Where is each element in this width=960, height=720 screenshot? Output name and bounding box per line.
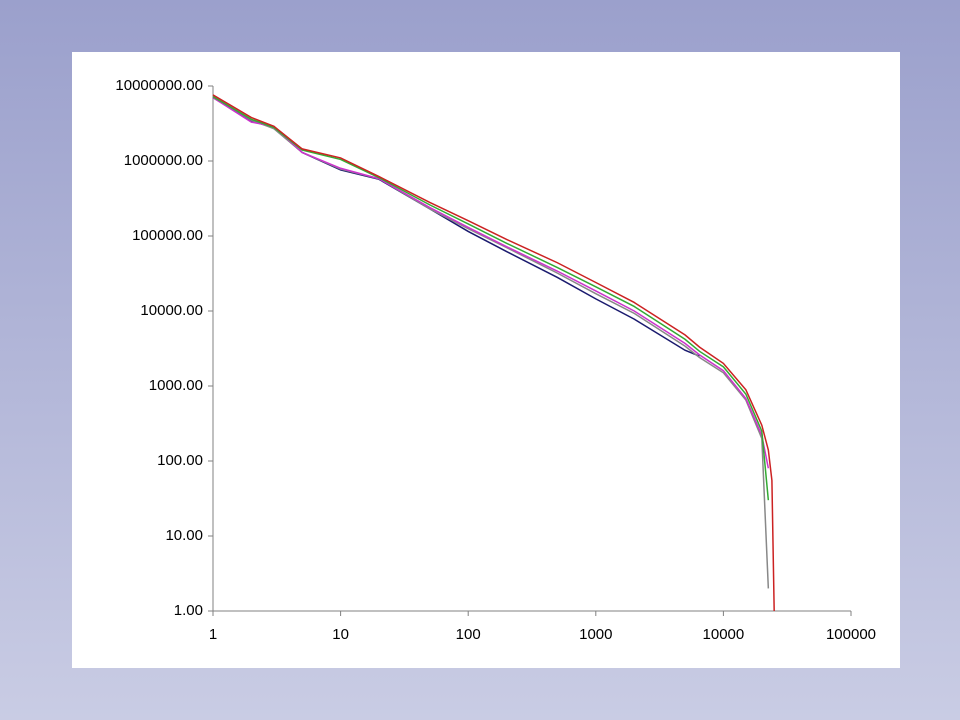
y-tick-label: 100000.00 — [132, 227, 203, 244]
x-tick-label: 1000 — [579, 626, 612, 643]
plot-area: 1.00 10.00 100.00 1000.00 10000.00 100000.00 1… — [115, 77, 876, 643]
y-tick-label: 100.00 — [157, 452, 203, 469]
x-tick-label: 1 — [209, 626, 217, 643]
y-tick-label: 10000000.00 — [115, 77, 203, 94]
x-tick-label: 100 — [456, 626, 481, 643]
series-line — [212, 96, 770, 501]
y-tick-label: 1000.00 — [149, 377, 203, 394]
x-tick-label: 10 — [332, 626, 349, 643]
x-tick-label: 100000 — [826, 626, 876, 643]
y-tick-label: 1.00 — [174, 602, 203, 619]
series-line — [212, 96, 770, 469]
y-tick-label: 1000000.00 — [124, 152, 203, 169]
y-tick-label: 10.00 — [165, 527, 203, 544]
series-line — [212, 94, 775, 612]
y-tick-label: 10000.00 — [140, 302, 203, 319]
x-tick-label: 10000 — [703, 626, 745, 643]
chart-panel — [72, 52, 900, 668]
